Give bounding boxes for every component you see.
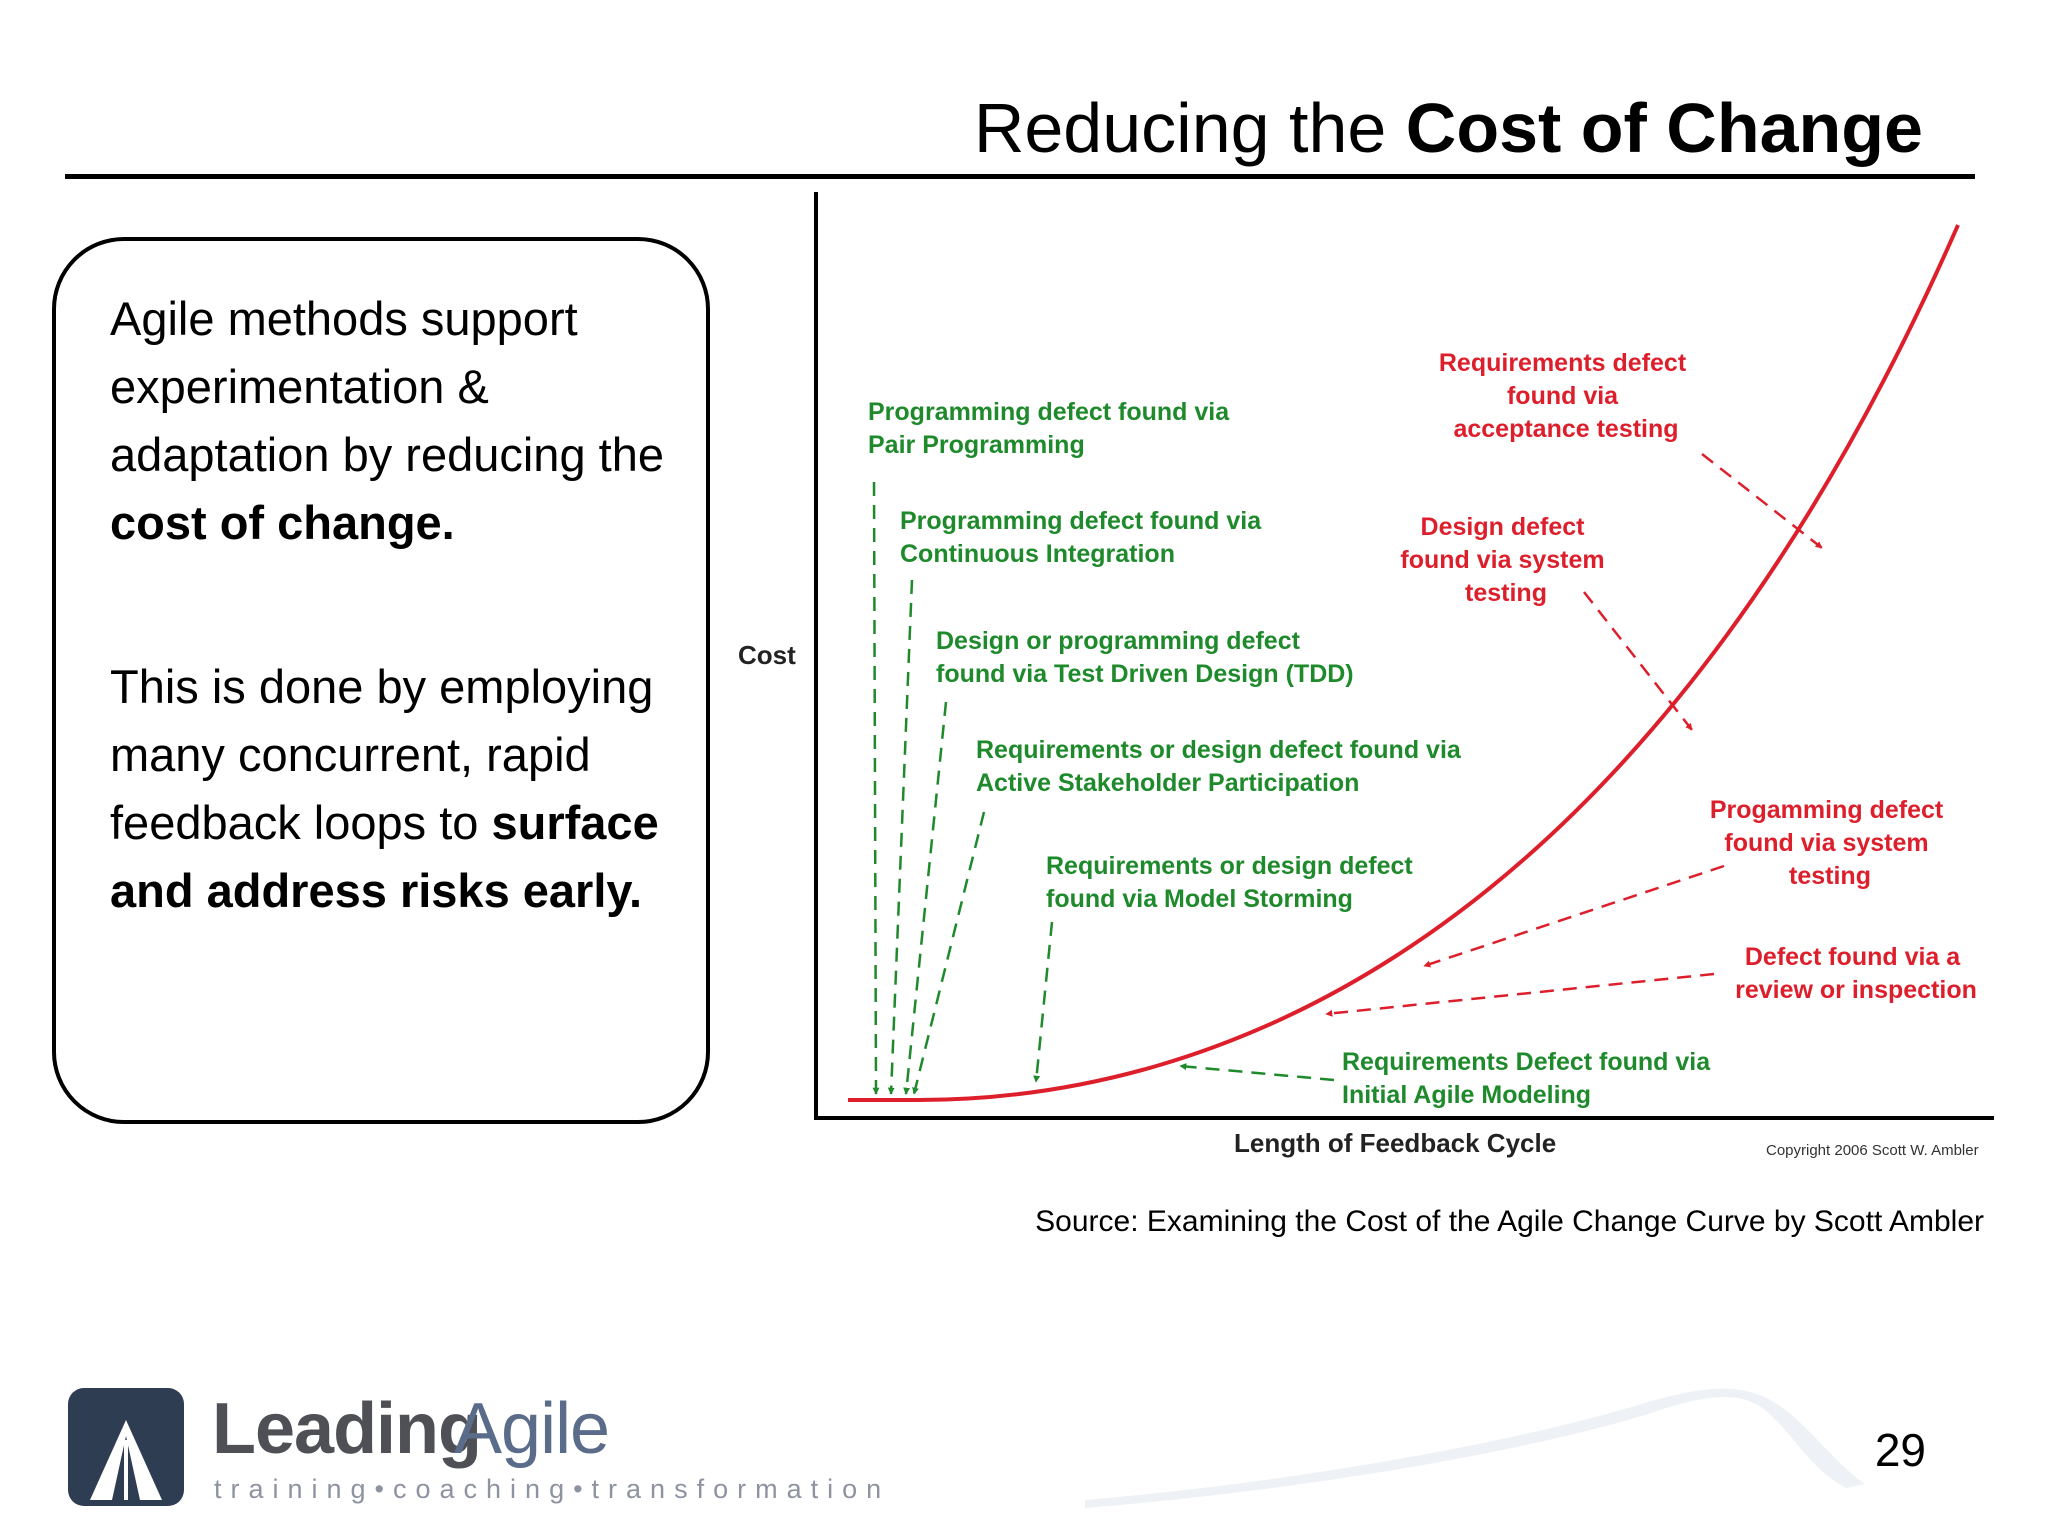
green-label-2-line-1: Programming defect found via bbox=[900, 507, 1262, 535]
green-label-pair-programming: Programming defect found via Pair Progra… bbox=[868, 398, 1236, 459]
title-underline bbox=[65, 174, 1975, 179]
red-arrow-acceptance-testing bbox=[1701, 453, 1823, 549]
green-label-continuous-integration: Programming defect found via Continuous … bbox=[900, 507, 1268, 568]
green-label-5-line-1: Requirements or design defect bbox=[1046, 852, 1413, 880]
callout-paragraph-1-text: Agile methods support experimentation & … bbox=[110, 292, 664, 481]
red-label-review-inspection: Defect found via a review or inspection bbox=[1735, 943, 1977, 1004]
green-arrow-model-storming bbox=[1033, 921, 1054, 1083]
logo-wordmark-leading: Leading bbox=[212, 1389, 482, 1469]
red-arrow-programming-system-testing bbox=[1423, 864, 1725, 968]
callout-paragraph-2: This is done by employing many concurren… bbox=[110, 653, 690, 925]
cost-curve bbox=[848, 224, 1960, 1102]
green-label-6-line-2: Initial Agile Modeling bbox=[1342, 1081, 1591, 1109]
red-label-design-system-testing: Design defect found via system testing bbox=[1400, 513, 1611, 607]
green-arrow-pair-programming bbox=[872, 481, 880, 1095]
red-label-acceptance-testing: Requirements defect found via acceptance… bbox=[1439, 349, 1693, 443]
slide-title-prefix: Reducing the bbox=[973, 89, 1406, 167]
green-label-model-storming: Requirements or design defect found via … bbox=[1046, 852, 1420, 913]
red-label-1-line-1: Requirements defect bbox=[1439, 349, 1687, 377]
red-label-1-line-2: found via bbox=[1507, 382, 1619, 410]
green-label-5-line-2: found via Model Storming bbox=[1046, 885, 1353, 913]
leadingagile-logo-mark bbox=[68, 1388, 184, 1506]
red-label-1-line-3: acceptance testing bbox=[1453, 415, 1678, 443]
callout-paragraph-1: Agile methods support experimentation & … bbox=[110, 285, 690, 557]
red-label-2-line-2: found via system bbox=[1400, 546, 1604, 574]
slide-title-emphasis: Cost of Change bbox=[1405, 89, 1923, 167]
logo-wordmark-agile: Agile bbox=[454, 1389, 610, 1469]
footer-swoosh-decoration bbox=[1085, 1388, 1865, 1508]
red-label-2-line-1: Design defect bbox=[1421, 513, 1586, 541]
x-axis-label: Length of Feedback Cycle bbox=[1234, 1128, 1556, 1158]
callout-box: Agile methods support experimentation & … bbox=[52, 237, 710, 1124]
red-label-4-line-2: review or inspection bbox=[1735, 976, 1977, 1004]
red-label-3-line-1: Progamming defect bbox=[1710, 796, 1944, 824]
green-arrow-initial-agile-modeling bbox=[1179, 1063, 1335, 1082]
green-label-tdd: Design or programming defect found via T… bbox=[936, 627, 1354, 688]
callout-paragraph-2-emphasis: surface and address risks early. bbox=[110, 796, 659, 917]
red-label-2-line-3: testing bbox=[1465, 579, 1547, 607]
green-label-3-line-1: Design or programming defect bbox=[936, 627, 1301, 655]
green-label-4-line-2: Active Stakeholder Participation bbox=[976, 769, 1359, 797]
y-axis-label: Cost bbox=[738, 640, 796, 670]
green-label-1-line-2: Pair Programming bbox=[868, 431, 1085, 459]
red-label-3-line-2: found via system bbox=[1724, 829, 1928, 857]
green-label-initial-agile-modeling: Requirements Defect found via Initial Ag… bbox=[1342, 1048, 1717, 1109]
green-arrow-tdd bbox=[903, 701, 948, 1095]
copyright-label: Copyright 2006 Scott W. Ambler bbox=[1766, 1142, 1979, 1159]
green-arrow-stakeholder-participation bbox=[912, 811, 986, 1095]
red-arrow-design-system-testing bbox=[1583, 591, 1693, 731]
green-arrow-continuous-integration bbox=[887, 579, 914, 1095]
green-label-3-line-2: found via Test Driven Design (TDD) bbox=[936, 660, 1354, 688]
slide-title: Reducing the Cost of Change bbox=[974, 88, 1923, 168]
green-label-6-line-1: Requirements Defect found via bbox=[1342, 1048, 1711, 1076]
green-label-4-line-1: Requirements or design defect found via bbox=[976, 736, 1462, 764]
logo-tagline: training•coaching•transformation bbox=[214, 1474, 891, 1504]
page-number: 29 bbox=[1874, 1424, 1926, 1476]
red-label-4-line-1: Defect found via a bbox=[1745, 943, 1961, 971]
source-citation: Source: Examining the Cost of the Agile … bbox=[1035, 1205, 1984, 1238]
green-label-2-line-2: Continuous Integration bbox=[900, 540, 1175, 568]
red-arrow-review-inspection bbox=[1325, 972, 1715, 1017]
callout-paragraph-2-text: This is done by employing many concurren… bbox=[110, 660, 654, 849]
red-label-programming-system-testing: Progamming defect found via system testi… bbox=[1710, 796, 1950, 890]
green-label-stakeholder-participation: Requirements or design defect found via … bbox=[976, 736, 1468, 797]
red-label-3-line-3: testing bbox=[1789, 862, 1871, 890]
green-label-1-line-1: Programming defect found via bbox=[868, 398, 1230, 426]
callout-paragraph-1-emphasis: cost of change. bbox=[110, 496, 455, 549]
